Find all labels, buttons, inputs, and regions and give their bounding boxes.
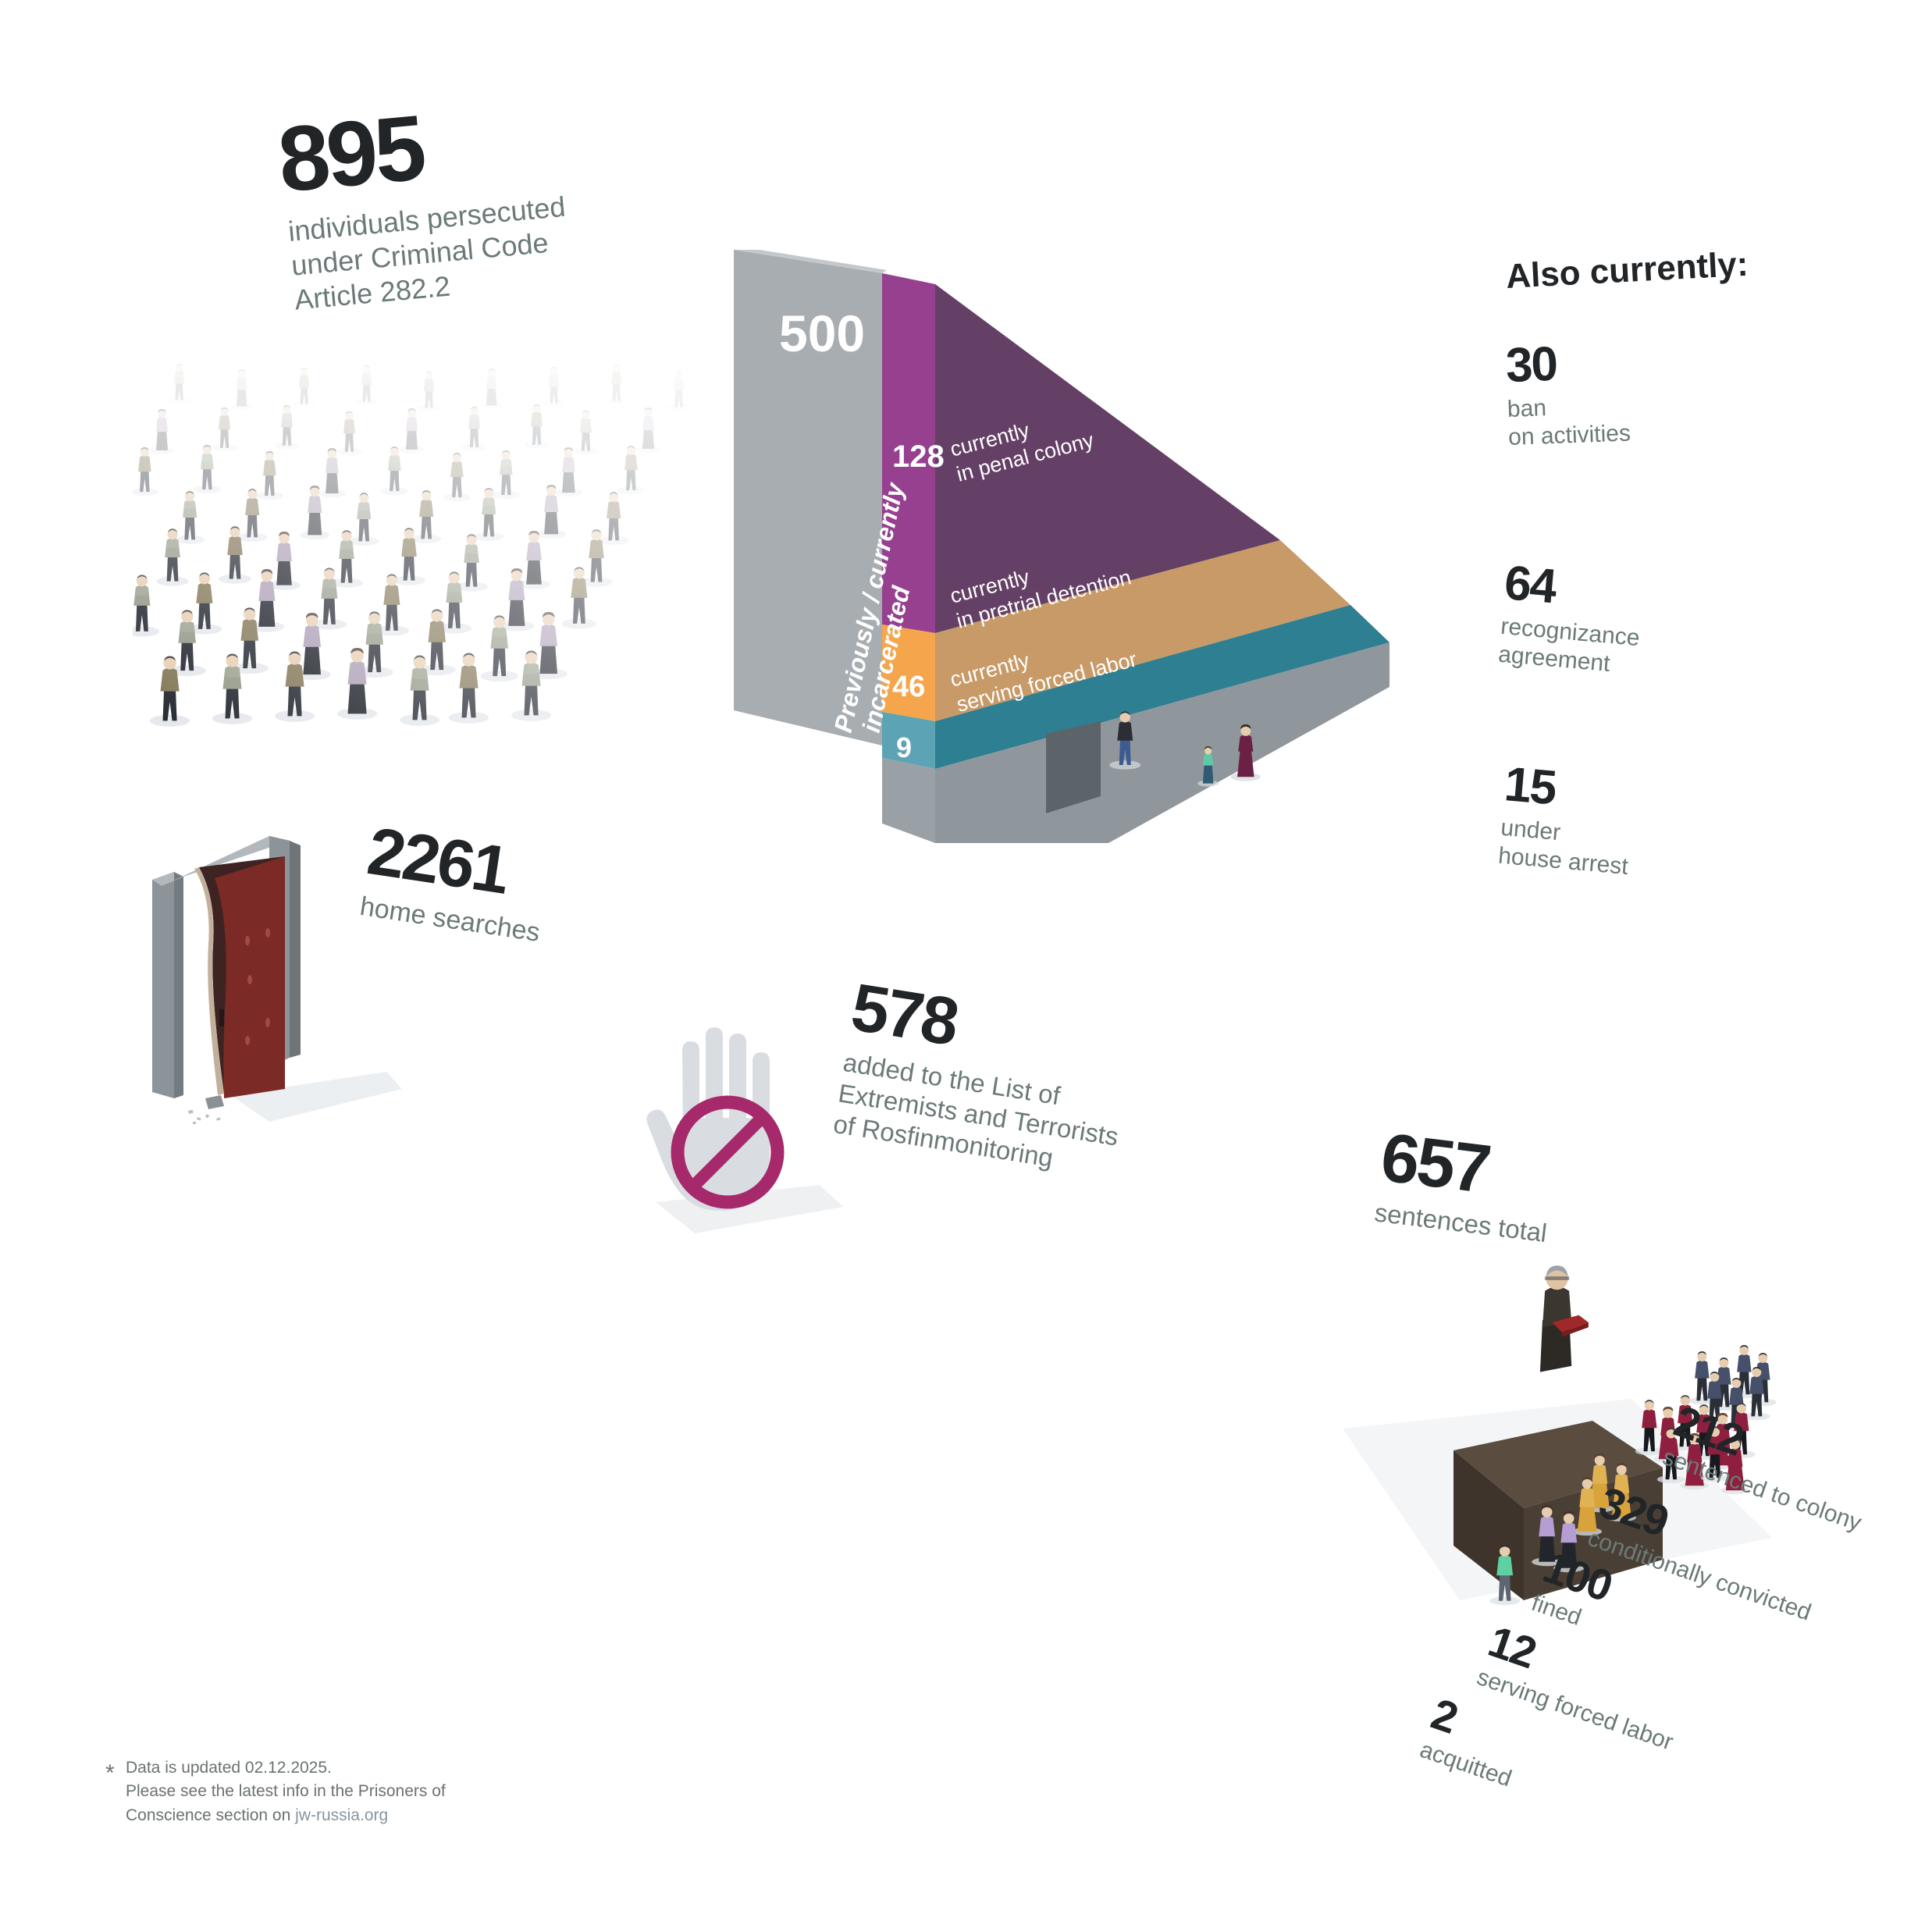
judge-icon	[1226, 1233, 1788, 1717]
crowd-figure	[255, 451, 283, 500]
crowd-figure	[318, 448, 346, 498]
crowd-figure	[268, 532, 301, 590]
prism-chart-svg: 500 128 46 9 Previously / currently inca…	[734, 247, 1389, 843]
hand-ban-svg	[646, 1027, 843, 1233]
crowd-figure	[380, 447, 408, 496]
crowd-figure	[617, 446, 645, 495]
headline-value: 895	[274, 96, 428, 212]
crowd-figure	[554, 447, 582, 497]
broken-door-svg	[152, 836, 402, 1124]
also-item-recognizance-agreement: 64 recognizance agreement	[1497, 556, 1641, 678]
crowd-figure	[149, 409, 175, 454]
crowd-figure	[193, 445, 221, 494]
broken-door-icon	[152, 824, 402, 1136]
court-scene-svg	[1343, 1265, 1777, 1606]
crowd-figures	[133, 336, 788, 742]
crowd-figure	[605, 364, 628, 404]
headline-stat-895: 895 individuals persecuted under Crimina…	[274, 91, 573, 317]
crowd-figure	[174, 491, 205, 544]
footnote-line2: Please see the latest info in the Prison…	[126, 1782, 446, 1801]
sentences-total-stat: 657 sentences total	[1373, 1118, 1558, 1249]
crowd-figure	[480, 368, 503, 409]
crowd-figure	[598, 492, 629, 545]
sentences-total-value: 657	[1376, 1118, 1493, 1208]
footnote-line1: Data is updated 02.12.2025.	[126, 1759, 332, 1777]
crowd-figure	[336, 411, 362, 456]
crowd-figure	[168, 363, 191, 404]
crowd-figure	[443, 453, 471, 502]
crowd-figure	[455, 534, 488, 592]
crowd-figure	[212, 407, 237, 452]
crowd-figure	[411, 490, 442, 543]
crowd-figure	[518, 531, 550, 589]
crowd-figure	[133, 447, 158, 496]
crowd-figure	[133, 575, 160, 637]
crowd-figure	[635, 407, 661, 453]
crowd-figure	[293, 367, 316, 407]
crowd-figure	[573, 410, 599, 455]
footnote-marker: *	[105, 1760, 115, 1786]
crowd-figure	[274, 404, 300, 450]
crowd-figure	[399, 408, 425, 454]
crowd-figure	[492, 450, 520, 500]
crowd-figure	[667, 370, 691, 411]
crowd-figure	[348, 493, 379, 546]
crowd-figure	[543, 366, 566, 407]
prism-band-value-0: 128	[892, 439, 945, 474]
crowd-figure	[524, 404, 550, 449]
also-item-house-arrest: 15 under house arrest	[1497, 757, 1630, 881]
footnote-line3: Conscience section on jw-russia.org	[126, 1806, 389, 1824]
crowd-figure	[461, 406, 487, 451]
prism-chart-icon: 500 128 46 9 Previously / currently inca…	[734, 247, 1389, 874]
crowd-figure	[418, 371, 441, 411]
footnote-link[interactable]: jw-russia.org	[295, 1806, 389, 1824]
footnote: * Data is updated 02.12.2025. Please see…	[105, 1756, 605, 1827]
also-item-ban-on-activities: 30 ban on activities	[1504, 336, 1631, 451]
hand-shape	[646, 1027, 770, 1211]
prism-total-value: 500	[779, 304, 865, 362]
hand-ban-icon	[624, 1007, 882, 1265]
ban-sign-icon	[671, 1095, 785, 1209]
crowd-figure	[448, 653, 489, 724]
prism-band-value-1: 46	[892, 671, 925, 703]
headline-caption: individuals persecuted under Criminal Co…	[286, 190, 567, 316]
crowd-figure	[230, 369, 254, 410]
also-currently-heading: Also currently:	[1505, 244, 1749, 296]
crowd-figure	[355, 365, 379, 405]
crowd-icon	[133, 336, 788, 742]
prism-band-value-2: 9	[896, 731, 912, 763]
